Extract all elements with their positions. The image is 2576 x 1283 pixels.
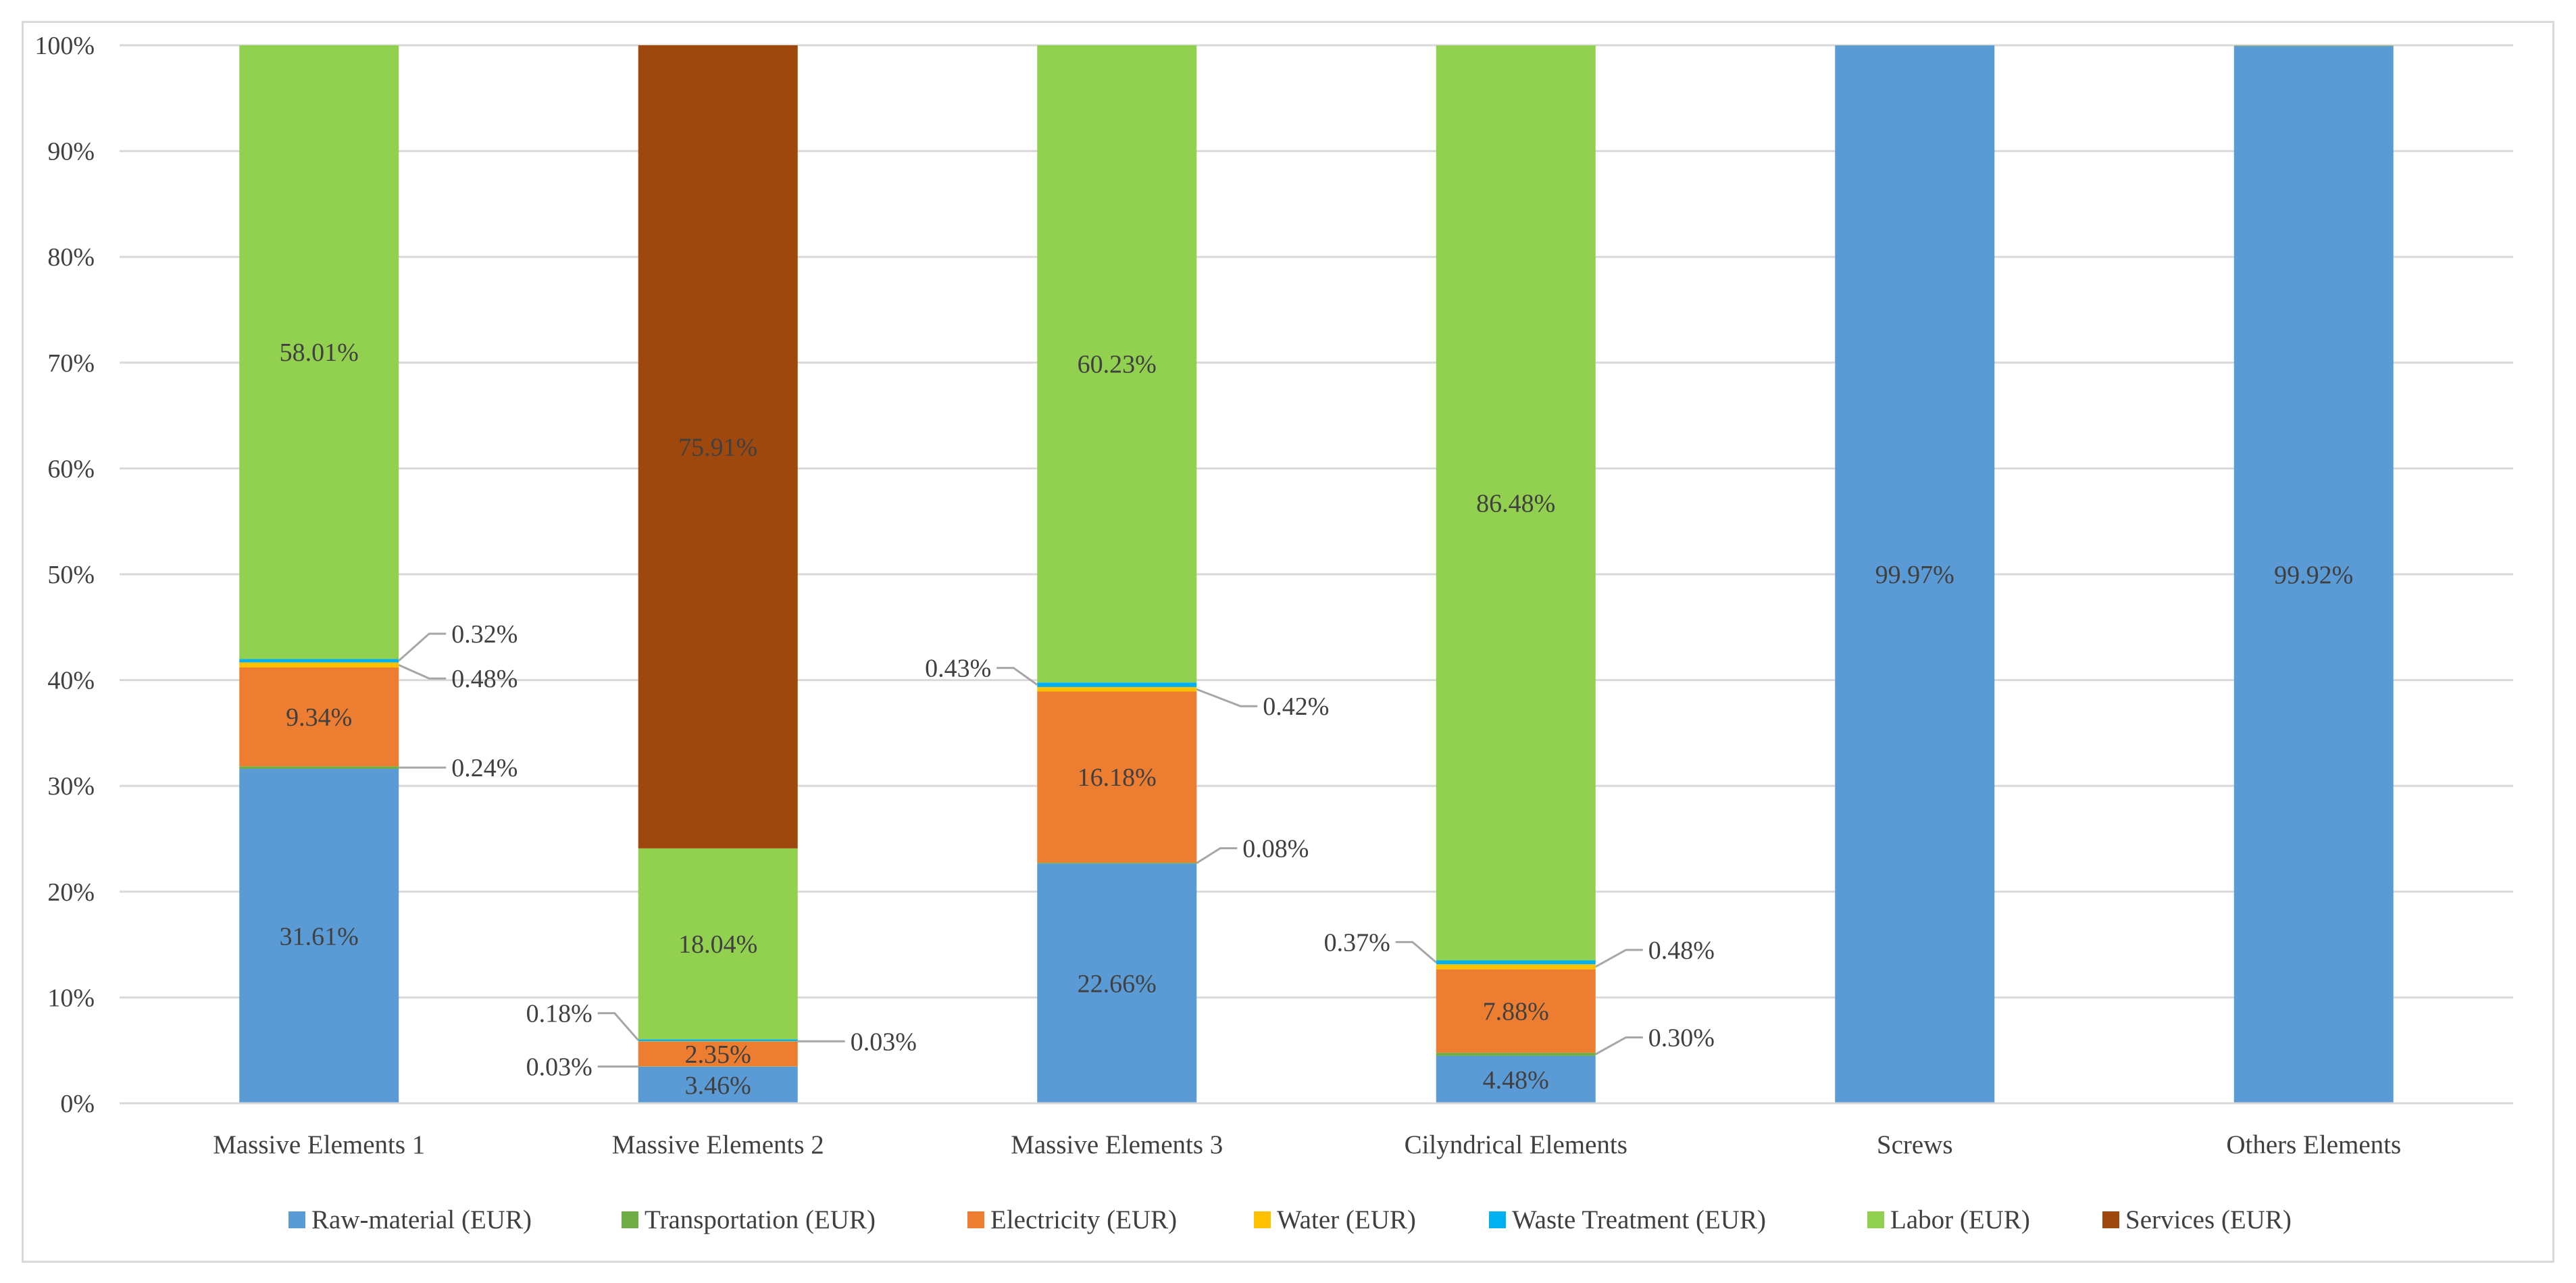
legend-label: Raw-material (EUR) bbox=[311, 1205, 532, 1234]
data-label: 0.48% bbox=[1648, 936, 1715, 965]
leader-line bbox=[1595, 1036, 1643, 1055]
x-category-label: Massive Elements 1 bbox=[213, 1130, 425, 1159]
legend-swatch bbox=[967, 1211, 984, 1228]
data-label: 18.04% bbox=[678, 930, 757, 959]
bar-segment bbox=[1835, 45, 1995, 1103]
y-tick-label: 100% bbox=[34, 32, 95, 60]
y-tick-label: 60% bbox=[47, 455, 95, 483]
data-label: 75.91% bbox=[678, 433, 757, 461]
legend-label: Electricity (EUR) bbox=[990, 1205, 1177, 1234]
x-category-label: Screws bbox=[1877, 1130, 1953, 1159]
x-category-label: Massive Elements 2 bbox=[612, 1130, 824, 1159]
bar-segment bbox=[239, 768, 399, 1103]
y-tick-label: 50% bbox=[47, 561, 95, 589]
x-category-label: Massive Elements 3 bbox=[1011, 1130, 1223, 1159]
bar-segment bbox=[1037, 686, 1197, 692]
data-label: 60.23% bbox=[1078, 351, 1157, 379]
leader-line bbox=[1196, 847, 1238, 864]
leader-line bbox=[398, 632, 447, 662]
data-label: 7.88% bbox=[1483, 997, 1549, 1026]
legend-label: Water (EUR) bbox=[1277, 1205, 1416, 1234]
data-label: 2.35% bbox=[685, 1040, 751, 1069]
bar-segment bbox=[1037, 691, 1197, 863]
bar-segment bbox=[1436, 1053, 1596, 1056]
legend-label: Labor (EUR) bbox=[1890, 1205, 2030, 1234]
leader-line bbox=[1395, 940, 1437, 963]
bar-segment bbox=[2233, 46, 2394, 1103]
data-label: 0.08% bbox=[1242, 835, 1309, 863]
legend-swatch bbox=[2102, 1211, 2119, 1228]
data-label: 4.48% bbox=[1483, 1066, 1549, 1095]
data-label: 0.32% bbox=[451, 620, 517, 649]
legend-swatch bbox=[1254, 1211, 1271, 1228]
bar-segment bbox=[1436, 969, 1596, 1053]
bar-segment bbox=[638, 45, 798, 849]
bar-segment bbox=[239, 45, 399, 659]
y-tick-label: 80% bbox=[47, 243, 95, 272]
y-tick-label: 20% bbox=[47, 878, 95, 907]
leader-line bbox=[1196, 688, 1258, 707]
bar-segment bbox=[239, 766, 399, 769]
data-label: 0.37% bbox=[1324, 928, 1390, 957]
legend-swatch bbox=[622, 1211, 638, 1228]
data-label: 16.18% bbox=[1078, 763, 1157, 792]
chart-frame bbox=[22, 21, 2554, 1263]
y-tick-label: 30% bbox=[47, 772, 95, 801]
bar-segment bbox=[1436, 45, 1596, 961]
data-label: 86.48% bbox=[1476, 489, 1555, 518]
legend-swatch bbox=[1867, 1211, 1884, 1228]
data-label: 0.43% bbox=[925, 655, 991, 683]
y-tick-label: 0% bbox=[60, 1090, 95, 1118]
leader-line bbox=[398, 663, 447, 680]
data-label: 0.48% bbox=[451, 665, 517, 693]
data-label: 99.97% bbox=[1875, 561, 1954, 589]
y-tick-label: 90% bbox=[47, 138, 95, 166]
data-label: 0.30% bbox=[1648, 1024, 1715, 1052]
bar-segment bbox=[1436, 1055, 1596, 1103]
legend-swatch bbox=[1489, 1211, 1506, 1228]
bar-segment bbox=[638, 1066, 798, 1103]
data-label: 58.01% bbox=[280, 338, 359, 367]
data-label: 99.92% bbox=[2274, 561, 2353, 590]
data-label: 0.18% bbox=[526, 1000, 592, 1028]
data-label: 9.34% bbox=[286, 703, 352, 732]
bar-segment bbox=[239, 667, 399, 767]
y-tick-label: 70% bbox=[47, 349, 95, 378]
bar-segment bbox=[239, 662, 399, 668]
legend-label: Transportation (EUR) bbox=[645, 1205, 876, 1234]
legend-label: Services (EUR) bbox=[2125, 1205, 2292, 1234]
x-category-label: Others Elements bbox=[2226, 1130, 2401, 1159]
data-label: 0.42% bbox=[1263, 693, 1329, 721]
y-tick-label: 10% bbox=[47, 984, 95, 1012]
bar-segment bbox=[1037, 863, 1197, 1103]
leader-line bbox=[597, 1012, 639, 1041]
data-label: 22.66% bbox=[1078, 970, 1157, 999]
bar-segment bbox=[1037, 45, 1197, 683]
bar-segment bbox=[638, 1039, 798, 1042]
data-label: 0.03% bbox=[851, 1028, 917, 1056]
leader-line bbox=[996, 667, 1038, 686]
bar-segment bbox=[638, 1041, 798, 1067]
leader-line bbox=[1595, 949, 1643, 968]
data-label: 0.24% bbox=[451, 754, 517, 782]
data-label: 31.61% bbox=[280, 922, 359, 951]
bar-segment bbox=[638, 848, 798, 1040]
x-category-label: Cilyndrical Elements bbox=[1405, 1130, 1627, 1159]
bar-segment bbox=[1037, 682, 1197, 687]
legend-label: Waste Treatment (EUR) bbox=[1512, 1205, 1766, 1234]
data-label: 0.03% bbox=[526, 1053, 592, 1082]
legend-swatch bbox=[288, 1211, 305, 1228]
data-label: 3.46% bbox=[685, 1072, 751, 1100]
bar-segment bbox=[1436, 964, 1596, 970]
y-tick-label: 40% bbox=[47, 667, 95, 695]
bar-segment bbox=[239, 659, 399, 663]
bar-segment bbox=[1436, 960, 1596, 965]
